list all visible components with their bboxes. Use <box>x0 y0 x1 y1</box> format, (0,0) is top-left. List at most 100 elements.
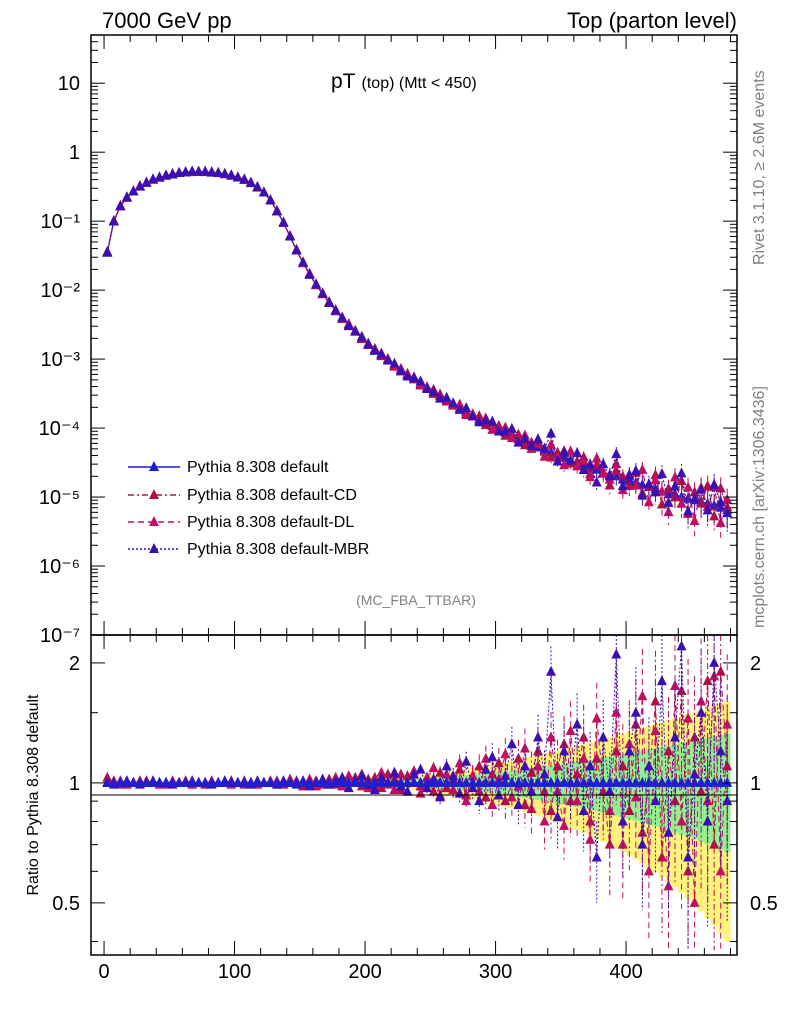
point-mbr <box>369 344 380 355</box>
ratio-point-default <box>461 776 472 787</box>
point-dl <box>643 496 654 507</box>
ratio-point-mbr <box>585 760 596 771</box>
legend-label-mbr: Pythia 8.308 default-MBR <box>187 541 369 558</box>
ratio-ylabel: Ratio to Pythia 8.308 default <box>25 694 42 896</box>
ratio-point-mbr <box>663 826 674 837</box>
ratio-point-default <box>559 776 570 787</box>
point-mbr <box>395 364 406 375</box>
ratio-point-dl <box>428 761 439 772</box>
ratio-point-default <box>643 776 654 787</box>
point-dl <box>630 479 641 490</box>
point-mbr <box>689 492 700 503</box>
point-mbr <box>526 439 537 450</box>
x-tick-label: 100 <box>218 961 251 983</box>
point-mbr <box>448 397 459 408</box>
y-tick-label: 10⁻¹ <box>41 211 81 233</box>
y-tick-label: 1 <box>69 142 80 164</box>
ratio-point-default <box>526 776 537 787</box>
ratio-point-default <box>650 776 661 787</box>
point-mbr <box>337 311 348 322</box>
y-tick-label: 10 <box>58 73 80 95</box>
point-mbr <box>304 268 315 279</box>
ratio-point-default <box>193 776 204 787</box>
point-mbr <box>415 375 426 386</box>
ratio-point-default <box>239 776 250 787</box>
point-mbr <box>232 171 243 182</box>
point-mbr <box>324 296 335 307</box>
point-mbr <box>271 205 282 216</box>
point-mbr <box>213 166 224 177</box>
point-mbr <box>702 504 713 515</box>
ratio-point-default <box>552 776 563 787</box>
ratio-point-default <box>102 776 113 787</box>
y-tick-label: 10⁻⁵ <box>39 487 80 509</box>
ratio-point-dl <box>670 680 681 691</box>
ratio-point-mbr <box>409 768 419 779</box>
ratio-point-default <box>376 776 387 787</box>
ratio-point-default <box>696 776 707 787</box>
ratio-point-default <box>624 776 635 787</box>
ratio-tick-label-left: 1 <box>69 773 80 795</box>
ratio-point-mbr <box>467 782 478 793</box>
point-mbr <box>265 194 276 205</box>
ratio-tick-label-right: 1 <box>750 773 761 795</box>
point-mbr <box>546 427 557 438</box>
ratio-point-mbr <box>376 771 387 782</box>
point-mbr <box>500 425 511 436</box>
ratio-point-mbr <box>389 766 400 777</box>
ratio-point-default <box>637 776 648 787</box>
ratio-point-default <box>513 776 524 787</box>
point-mbr <box>493 425 504 436</box>
point-mbr <box>193 165 204 176</box>
point-mbr <box>350 325 361 336</box>
point-mbr <box>422 383 433 394</box>
point-mbr <box>611 448 622 459</box>
ratio-tick-label-left: 2 <box>69 653 80 675</box>
ratio-point-mbr <box>696 706 707 717</box>
ratio-point-default <box>598 776 609 787</box>
ratio-point-cd <box>715 665 726 676</box>
point-mbr <box>317 287 328 298</box>
point-mbr <box>298 256 309 267</box>
ratio-point-default <box>441 776 452 787</box>
ratio-point-default <box>591 776 602 787</box>
ratio-point-default <box>656 776 667 787</box>
ratio-point-default <box>402 776 413 787</box>
ratio-point-cd <box>428 785 439 796</box>
ratio-point-cd <box>617 760 628 771</box>
ratio-point-default <box>271 776 282 787</box>
ratio-point-default <box>154 776 165 787</box>
ratio-point-default <box>245 776 256 787</box>
ratio-point-default <box>630 776 641 787</box>
legend: Pythia 8.308 default Pythia 8.308 defaul… <box>128 459 369 558</box>
point-mbr <box>115 200 126 211</box>
ratio-point-cd <box>102 771 113 782</box>
point-mbr <box>676 467 687 478</box>
ratio-point-default <box>565 776 576 787</box>
point-mbr <box>291 244 302 255</box>
point-mbr <box>604 470 615 481</box>
ratio-point-mbr <box>402 785 413 796</box>
legend-entry-cd: Pythia 8.308 default-CD <box>128 487 357 504</box>
y-tick-label: 10⁻⁷ <box>40 625 80 647</box>
ratio-point-cd <box>670 795 681 806</box>
ratio-point-default <box>278 776 289 787</box>
ratio-point-default <box>350 776 361 787</box>
ratio-point-mbr <box>506 738 517 749</box>
ratio-point-cd <box>493 757 504 768</box>
ratio-point-mbr <box>526 785 537 796</box>
ratio-series <box>102 635 733 951</box>
point-dl <box>676 497 687 508</box>
ratio-point-mbr <box>369 783 380 794</box>
ratio-line-mbr <box>107 646 728 858</box>
point-mbr <box>330 304 341 315</box>
ratio-point-cd <box>689 731 700 742</box>
point-mbr <box>278 216 289 227</box>
ratio-point-default <box>252 776 263 787</box>
point-dl <box>722 493 733 504</box>
ratio-point-default <box>722 776 733 787</box>
ratio-point-dl <box>572 795 583 806</box>
point-dl <box>559 459 570 470</box>
ratio-point-default <box>435 776 446 787</box>
point-mbr <box>389 357 400 368</box>
